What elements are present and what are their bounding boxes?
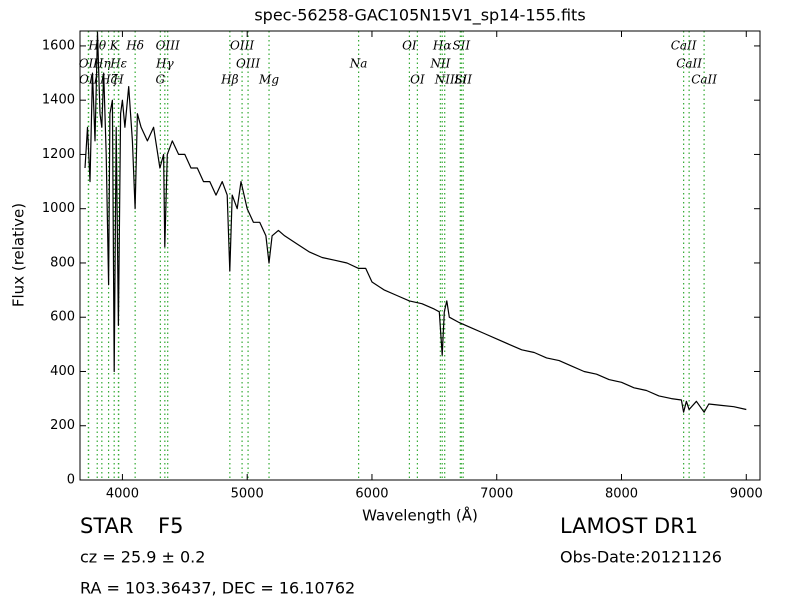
spectral-line-label: OIII <box>156 39 180 53</box>
y-tick-label: 1400 <box>42 93 75 108</box>
y-axis-label: Flux (relative) <box>10 203 28 307</box>
spectral-line-label: Mg <box>258 73 279 87</box>
spectral-line-label: Na <box>349 57 368 71</box>
spectral-line-label: CaII <box>676 57 702 71</box>
spectral-line-label: OI <box>410 73 425 87</box>
redshift: cz = 25.9 ± 0.2 <box>80 548 205 567</box>
y-tick-label: 800 <box>50 255 75 270</box>
y-tick-label: 600 <box>50 310 75 325</box>
star-subclass: F5 <box>158 514 183 538</box>
x-tick-label: 4000 <box>106 487 139 502</box>
y-tick-label: 1200 <box>42 147 75 162</box>
spectral-line-label: K <box>109 39 120 53</box>
plot-frame <box>79 30 761 481</box>
spectral-line-label: SII <box>452 39 470 53</box>
x-tick-label: 9000 <box>730 487 763 502</box>
y-tick-label: 200 <box>50 418 75 433</box>
chart-title: spec-56258-GAC105N15V1_sp14-155.fits <box>254 6 585 26</box>
y-tick-label: 400 <box>50 364 75 379</box>
spectral-line-label: H <box>112 73 124 87</box>
spectral-line-label: CaII <box>691 73 717 87</box>
star-class: STAR <box>80 514 133 538</box>
y-tick-label: 0 <box>67 473 75 488</box>
spectral-line-label: CaII <box>671 39 697 53</box>
spectral-line-label: Hα <box>432 39 452 53</box>
spectral-line-label: OII <box>79 73 99 87</box>
spectral-line-label: Hδ <box>125 39 144 53</box>
x-tick-label: 5000 <box>231 487 264 502</box>
spectral-line-label: G <box>156 73 166 87</box>
spectral-line-label: OI <box>402 39 417 53</box>
x-axis-label: Wavelength (Å) <box>362 506 478 525</box>
coordinates: RA = 103.36437, DEC = 16.10762 <box>80 579 355 598</box>
spectral-line-label: OIII <box>236 57 260 71</box>
spectral-line-label: SII <box>454 73 472 87</box>
obs-date: Obs-Date:20121126 <box>560 548 722 567</box>
spectral-line-label: Hβ <box>220 73 238 87</box>
spectral-line-label: OIII <box>230 39 254 53</box>
spectrum-line <box>84 31 747 413</box>
x-tick-label: 7000 <box>480 487 513 502</box>
spectral-line-label: Hγ <box>155 57 174 71</box>
spectral-line-label: NII <box>429 57 450 71</box>
spectral-line-label: NII <box>434 73 455 87</box>
y-tick-label: 1600 <box>42 38 75 53</box>
x-tick-label: 6000 <box>355 487 388 502</box>
survey: LAMOST DR1 <box>560 514 698 538</box>
y-tick-label: 1000 <box>42 201 75 216</box>
x-tick-label: 8000 <box>605 487 638 502</box>
